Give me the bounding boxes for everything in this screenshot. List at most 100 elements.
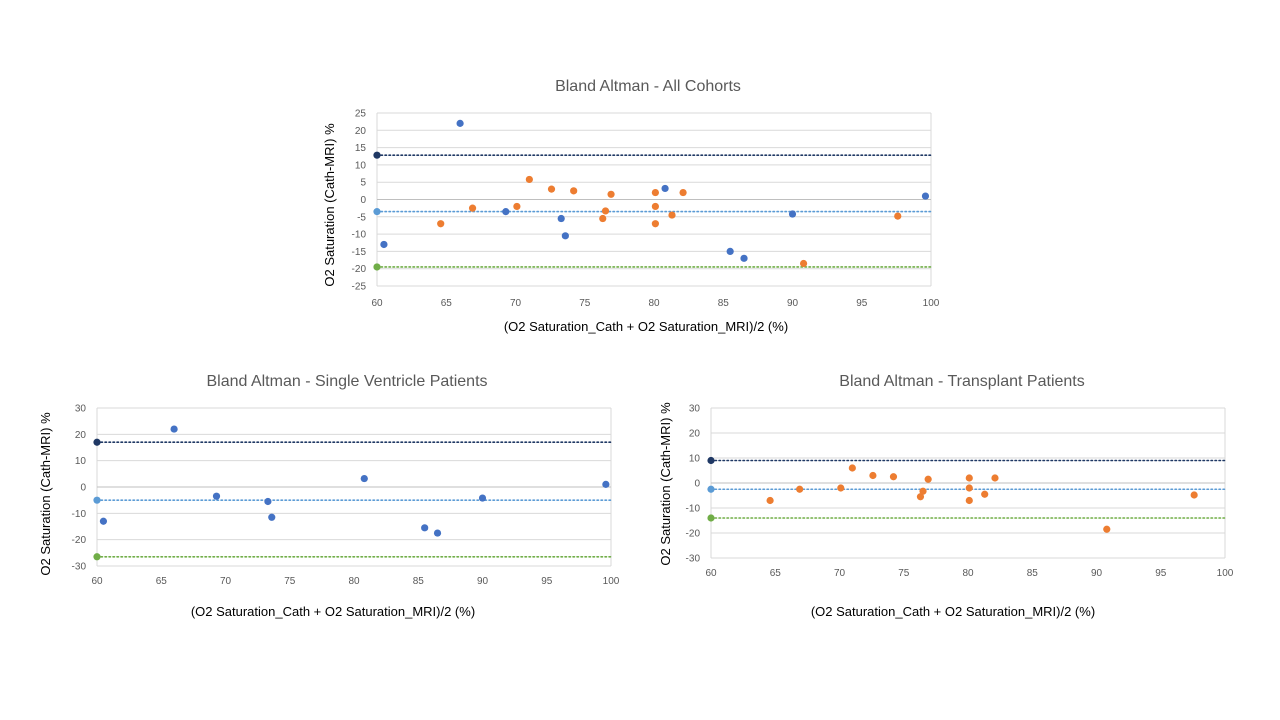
y-axis-label-transplant: O2 Saturation (Cath-MRI) %	[658, 402, 673, 566]
data-point	[212, 492, 221, 500]
chart-title-all: Bland Altman - All Cohorts	[555, 78, 741, 95]
y-tick-label: -30	[686, 554, 701, 565]
y-tick-label: 10	[75, 456, 87, 467]
y-tick-label: -20	[686, 529, 701, 540]
data-point	[869, 471, 877, 480]
x-tick-label: 85	[718, 298, 730, 309]
y-tick-label: -10	[352, 230, 367, 241]
data-point	[433, 529, 442, 537]
data-point	[607, 190, 615, 198]
data-point	[468, 204, 477, 212]
data-point	[651, 188, 659, 197]
data-point	[380, 240, 388, 249]
data-point	[570, 187, 578, 195]
data-point	[991, 474, 999, 482]
data-point	[651, 220, 659, 228]
data-point	[965, 496, 973, 505]
data-point	[437, 220, 445, 228]
data-point	[651, 202, 659, 211]
x-tick-label: 95	[856, 298, 868, 309]
data-point	[602, 480, 610, 488]
x-tick-label: 75	[579, 298, 591, 309]
data-point	[740, 254, 748, 262]
data-point	[726, 247, 734, 255]
x-tick-label: 80	[648, 298, 660, 309]
data-point	[513, 202, 521, 211]
reference-line-marker	[707, 514, 715, 522]
y-tick-label: 10	[355, 160, 367, 171]
x-tick-label: 85	[413, 576, 425, 587]
reference-line-marker	[93, 496, 101, 504]
data-point	[894, 212, 902, 220]
x-tick-label: 90	[1091, 568, 1103, 579]
x-tick-label: 60	[371, 298, 383, 309]
y-tick-label: 25	[355, 109, 367, 120]
x-tick-label: 65	[770, 568, 782, 579]
data-point	[547, 185, 556, 193]
x-tick-label: 95	[541, 576, 553, 587]
data-point	[889, 473, 898, 481]
data-point	[557, 214, 565, 223]
data-point	[965, 474, 973, 482]
x-tick-label: 75	[898, 568, 910, 579]
data-point	[1103, 525, 1111, 533]
x-axis-label-all: (O2 Saturation_Cath + O2 Saturation_MRI)…	[504, 319, 788, 334]
x-tick-label: 80	[348, 576, 360, 587]
data-point	[837, 484, 845, 492]
x-tick-label: 60	[91, 576, 103, 587]
x-tick-label: 70	[510, 298, 522, 309]
chart-all-cohorts: Bland Altman - All Cohorts 25 20 15 10 5 0 -5 -…	[322, 78, 940, 334]
reference-line-marker	[93, 438, 101, 446]
x-axis-label-single-ventricle: (O2 Saturation_Cath + O2 Saturation_MRI)…	[191, 604, 475, 619]
x-tick-label: 70	[220, 576, 232, 587]
y-tick-label: 10	[689, 454, 701, 465]
x-tick-label: 65	[156, 576, 168, 587]
data-point	[919, 487, 927, 495]
y-tick-label: 20	[355, 126, 367, 137]
data-point	[924, 475, 932, 483]
x-tick-label: 100	[923, 298, 940, 309]
data-point	[264, 497, 272, 506]
data-point	[796, 485, 804, 493]
data-point	[788, 210, 797, 218]
y-tick-label: -10	[72, 509, 87, 520]
y-tick-label: -15	[352, 247, 367, 258]
data-point	[561, 232, 569, 240]
data-point	[478, 494, 487, 502]
data-point	[965, 484, 973, 492]
y-tick-label: -25	[352, 282, 367, 293]
x-tick-label: 90	[787, 298, 799, 309]
x-tick-label: 75	[284, 576, 296, 587]
data-point	[421, 524, 429, 532]
y-tick-label: -10	[686, 504, 701, 515]
y-tick-label: -5	[357, 212, 366, 223]
data-point	[916, 493, 925, 501]
y-tick-label: -30	[72, 562, 87, 573]
plot-area-all: 25 20 15 10 5 0 -5 -10 -15 -20 -25 60 65 70 75 80 85 90 95…	[352, 109, 940, 310]
y-tick-label: 20	[75, 430, 87, 441]
data-point	[601, 207, 610, 215]
data-point	[848, 464, 856, 472]
y-tick-label: 0	[80, 483, 86, 494]
y-tick-label: 0	[694, 479, 700, 490]
x-tick-label: 70	[834, 568, 846, 579]
data-point	[170, 425, 178, 433]
x-tick-label: 100	[1217, 568, 1234, 579]
data-point	[981, 490, 989, 498]
x-tick-label: 90	[477, 576, 489, 587]
data-point	[921, 192, 930, 200]
data-point	[799, 259, 808, 268]
y-tick-label: 15	[355, 143, 367, 154]
chart-title-transplant: Bland Altman - Transplant Patients	[839, 373, 1084, 390]
y-tick-label: 20	[689, 429, 701, 440]
data-point	[456, 119, 464, 127]
data-point	[766, 496, 774, 505]
x-tick-label: 60	[705, 568, 717, 579]
data-point	[599, 214, 607, 223]
y-tick-label: 5	[360, 178, 366, 189]
x-tick-label: 95	[1155, 568, 1167, 579]
data-point	[679, 188, 687, 197]
